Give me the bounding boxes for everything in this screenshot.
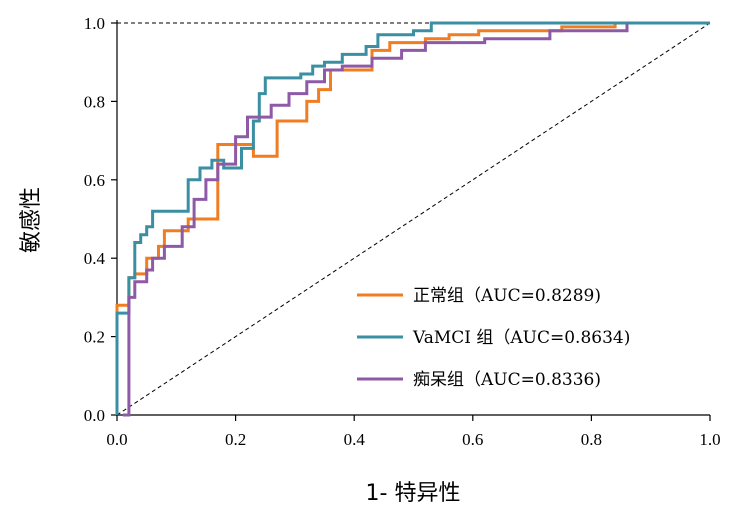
legend: 正常组（AUC=0.8289) VaMCI 组（AUC=0.8634) 痴呆组（AU… xyxy=(357,286,630,390)
x-tick-label: 1.0 xyxy=(699,430,720,449)
roc-curves xyxy=(115,21,710,417)
x-tick-label: 0.4 xyxy=(344,430,366,449)
y-tick-label: 1.0 xyxy=(84,14,105,33)
x-tick-label: 0.2 xyxy=(225,430,246,449)
roc-curve-series-2 xyxy=(115,21,710,415)
legend-label-series-1: 正常组（AUC=0.8289) xyxy=(413,286,601,306)
x-axis-title: 1- 特异性 xyxy=(366,481,461,506)
y-axis-title: 敏感性 xyxy=(19,187,44,253)
y-tick-label: 0.2 xyxy=(84,328,105,347)
roc-curve-series-1 xyxy=(115,21,710,415)
y-tick-label: 0.4 xyxy=(84,249,106,268)
reference-lines xyxy=(116,22,711,416)
legend-label-series-2: VaMCI 组（AUC=0.8634) xyxy=(412,328,630,348)
y-tick-label: 0.0 xyxy=(84,406,105,425)
axes: 0.0 0.2 0.4 0.6 0.8 1.0 0.0 0.2 0.4 0.6 0.8 1.0 xyxy=(84,14,721,449)
roc-curve-series-3 xyxy=(122,23,629,417)
legend-label-series-3: 痴呆组（AUC=0.8336) xyxy=(413,370,601,390)
x-tick-label: 0.0 xyxy=(106,430,127,449)
y-tick-label: 0.8 xyxy=(84,92,105,111)
x-tick-label: 0.8 xyxy=(581,430,602,449)
y-tick-label: 0.6 xyxy=(84,171,105,190)
x-tick-label: 0.6 xyxy=(462,430,483,449)
